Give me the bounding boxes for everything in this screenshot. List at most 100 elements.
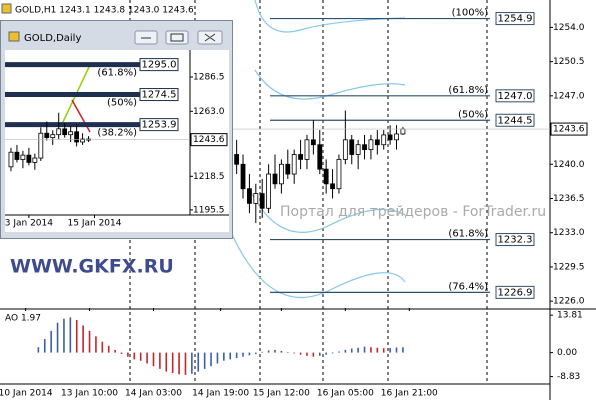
fibo-price: 1226.9	[498, 287, 533, 298]
candle-body	[266, 173, 272, 209]
fibo-ratio: (61.8%)	[448, 229, 488, 240]
candle-body	[368, 139, 374, 150]
ao-bar	[357, 347, 359, 353]
x-tick-label: 15 Jan 12:00	[253, 389, 310, 399]
candle-body	[336, 158, 342, 190]
candle-body	[362, 144, 367, 150]
x-tick-label: 16 Jan 05:00	[317, 389, 374, 399]
candle-body	[80, 138, 85, 143]
fibo-ratio: (61.8%)	[448, 85, 488, 96]
ao-bar	[229, 352, 232, 360]
ao-bar	[242, 352, 244, 357]
ao-bar	[165, 352, 168, 372]
candle-body	[355, 144, 361, 155]
fibo-price-box	[495, 89, 535, 103]
ao-bar	[382, 348, 385, 353]
candle-body	[374, 139, 380, 146]
candle-body	[56, 128, 62, 136]
candle-body	[253, 193, 259, 204]
fibo-price-box	[495, 233, 535, 247]
y-tick-label: 1218.5	[193, 172, 225, 182]
ao-bar	[133, 352, 136, 360]
candle-body	[278, 163, 284, 185]
y-tick-label: 1263.0	[193, 107, 225, 117]
ao-bar	[82, 325, 84, 353]
x-tick-label: 10 Jan 2014	[0, 389, 53, 399]
candle-body	[26, 154, 32, 163]
y-tick-label: 0.00	[557, 348, 577, 358]
candle-body	[304, 139, 310, 160]
ao-bar	[203, 352, 206, 369]
ao-bar	[261, 351, 264, 353]
candle-body	[62, 128, 68, 136]
x-tick-label: 14 Jan 19:00	[192, 389, 249, 399]
ao-bar	[146, 352, 148, 364]
ao-bar	[37, 347, 40, 353]
candle-body	[323, 168, 329, 185]
chart-title: GOLD,H1 1243.1 1243.8 1243.0 1243.6	[15, 6, 194, 16]
ao-bar	[101, 341, 104, 353]
y-tick-label: 1254.0	[553, 23, 585, 33]
ao-bar	[255, 352, 257, 354]
y-tick-label: 1233.0	[553, 228, 585, 238]
ao-bar	[223, 352, 225, 361]
candle-body	[317, 144, 323, 170]
maximize-button[interactable]	[165, 30, 189, 45]
candle-body	[20, 154, 26, 160]
candle-body	[330, 183, 335, 190]
candle-body	[298, 154, 303, 160]
ao-bar	[344, 349, 347, 353]
candle-body	[387, 134, 393, 141]
candle-body	[394, 133, 399, 141]
fibo-price-box	[139, 58, 179, 72]
inset-plot: (61.8%) 1295.0 (50%) 1274.5 (38.2%) 1253.9 128…	[5, 58, 228, 229]
candle-body	[234, 154, 240, 165]
fibo-price-box	[139, 118, 179, 132]
ao-bar	[88, 330, 91, 353]
candle-body	[247, 188, 252, 204]
ao-bar	[350, 348, 353, 353]
fibo-price: 1274.5	[142, 90, 177, 101]
ao-bar	[370, 347, 372, 353]
candle-body	[240, 163, 246, 190]
fibo-price-box	[495, 113, 535, 127]
fibo-price: 1232.3	[498, 235, 533, 246]
ao-bar	[63, 318, 65, 353]
fibo-price-box	[495, 12, 535, 26]
fibo-price: 1247.0	[498, 91, 533, 102]
candle-body	[381, 134, 387, 146]
ao-bar	[127, 352, 129, 357]
ao-bar	[235, 352, 238, 359]
button-glyphs	[141, 33, 216, 42]
ao-bar	[248, 352, 251, 356]
y-tick-label: 13.81	[557, 311, 583, 321]
ao-bar	[338, 351, 340, 353]
y-tick-label: 1229.5	[553, 262, 585, 272]
last-price-box	[190, 133, 228, 147]
fibo-price: 1253.9	[142, 120, 177, 131]
ao-bar	[210, 352, 212, 367]
ao-bar	[107, 345, 110, 353]
y-tick-label: 1286.5	[193, 73, 225, 83]
ao-bar	[120, 352, 123, 354]
last-price-box	[550, 122, 588, 136]
last-price-label: 1243.6	[193, 135, 225, 145]
ao-bar	[402, 347, 404, 353]
last-price-label: 1243.6	[553, 125, 585, 135]
candle-body	[291, 154, 297, 175]
fibo-price: 1254.9	[498, 14, 533, 25]
candle-body	[259, 193, 265, 209]
watermark: Портал для трейдеров - ForTrader.ru	[280, 204, 546, 220]
ao-bar	[43, 339, 46, 353]
candle-body	[14, 151, 20, 160]
symbol-icon	[1, 3, 12, 14]
ao-bar	[318, 352, 321, 356]
fibo-ratio: (50%)	[107, 98, 137, 109]
broker-logo: WWW.GKFX.RU	[10, 256, 174, 278]
candle-body	[44, 132, 50, 139]
fibo-price-box	[495, 285, 535, 299]
candle-body	[68, 131, 74, 136]
y-tick-label: 1226.0	[553, 297, 585, 307]
y-tick-label: 1247.0	[553, 91, 585, 101]
fibo-ratio: (38.2%)	[97, 128, 137, 139]
